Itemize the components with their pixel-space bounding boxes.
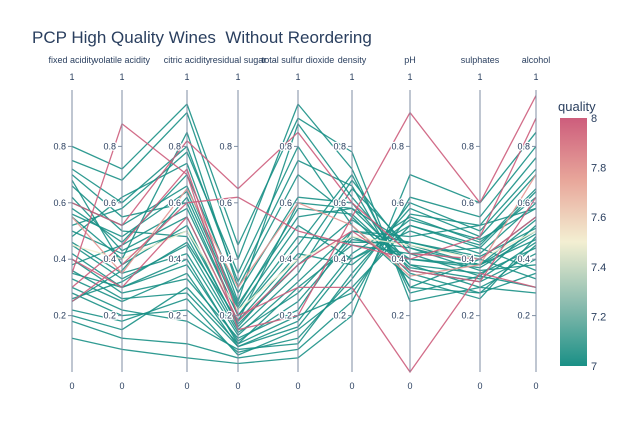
axis-title[interactable]: fixed acidity — [48, 55, 96, 65]
axis-tick-label: 0.4 — [219, 254, 232, 264]
axis-title[interactable]: density — [338, 55, 367, 65]
axis-tick-label: 0.2 — [103, 311, 116, 321]
axis-max-label: 1 — [407, 72, 412, 82]
axis-sulphates: sulphates 1 0 0.2 0.4 0.6 0.8 — [460, 55, 500, 391]
colorbar-title: quality — [558, 99, 596, 114]
axis-volatile-acidity: volatile acidity 1 0 0.2 0.4 0.6 0.8 — [94, 55, 151, 391]
axis-brush-handle[interactable] — [292, 90, 304, 372]
axis-density: density 1 0 0.2 0.4 0.6 0.8 — [332, 55, 367, 391]
axis-tick-label: 0.8 — [168, 141, 181, 151]
axis-title[interactable]: volatile acidity — [94, 55, 151, 65]
axis-title[interactable]: citric acidity — [164, 55, 211, 65]
axis-tick-label: 0.2 — [279, 311, 292, 321]
axis-max-label: 1 — [119, 72, 124, 82]
axis-tick-label: 0.4 — [168, 254, 181, 264]
axis-tick-label: 0.2 — [517, 311, 530, 321]
axis-tick-label: 0.8 — [103, 141, 116, 151]
axis-tick-label: 0.8 — [333, 141, 346, 151]
axis-alcohol: alcohol 1 0 0.2 0.4 0.6 0.8 — [516, 55, 551, 391]
axis-brush-handle[interactable] — [346, 90, 358, 372]
axis-tick-label: 0.6 — [219, 198, 232, 208]
colorbar: quality 7 7.2 7.4 7.6 7.8 8 — [558, 99, 606, 373]
colorbar-tick-label: 7.2 — [591, 311, 606, 323]
axis-title[interactable]: residual sugar — [210, 55, 267, 65]
axis-tick-label: 0.6 — [391, 198, 404, 208]
colorbar-tick-label: 7 — [591, 361, 597, 373]
axis-tick-label: 0.6 — [103, 198, 116, 208]
axis-tick-label: 0.8 — [53, 141, 66, 151]
axis-brush-handle[interactable] — [66, 90, 78, 372]
axis-min-label: 0 — [295, 381, 300, 391]
axis-max-label: 1 — [295, 72, 300, 82]
axis-tick-label: 0.6 — [517, 198, 530, 208]
axis-min-label: 0 — [477, 381, 482, 391]
axis-tick-label: 0.8 — [517, 141, 530, 151]
colorbar-tick-label: 7.8 — [591, 163, 606, 175]
axis-min-label: 0 — [533, 381, 538, 391]
axis-min-label: 0 — [407, 381, 412, 391]
axis-title[interactable]: sulphates — [461, 55, 500, 65]
colorbar-tick-label: 7.4 — [591, 262, 606, 274]
axis-max-label: 1 — [349, 72, 354, 82]
axis-fixed-acidity: fixed acidity 1 0 0.2 0.4 0.6 0.8 — [48, 55, 96, 391]
axis-tick-label: 0.4 — [279, 254, 292, 264]
axis-tick-label: 0.2 — [168, 311, 181, 321]
colorbar-tick-label: 8 — [591, 113, 597, 125]
axis-brush-handle[interactable] — [530, 90, 542, 372]
axis-citric-acidity: citric acidity 1 0 0.2 0.4 0.6 0.8 — [164, 55, 211, 391]
axis-tick-label: 0.6 — [333, 198, 346, 208]
axis-tick-label: 0.4 — [103, 254, 116, 264]
axis-brush-handle[interactable] — [181, 90, 193, 372]
axis-min-label: 0 — [184, 381, 189, 391]
axis-tick-label: 0.2 — [53, 311, 66, 321]
axis-residual-sugar: residual sugar 1 0 0.2 0.4 0.6 0.8 — [210, 55, 267, 391]
axis-brush-handle[interactable] — [232, 90, 244, 372]
axis-tick-label: 0.2 — [391, 311, 404, 321]
axis-tick-label: 0.6 — [461, 198, 474, 208]
axis-max-label: 1 — [184, 72, 189, 82]
axis-min-label: 0 — [349, 381, 354, 391]
axis-min-label: 0 — [235, 381, 240, 391]
axis-min-label: 0 — [119, 381, 124, 391]
axis-max-label: 1 — [235, 72, 240, 82]
axis-brush-handle[interactable] — [404, 90, 416, 372]
axis-brush-handle[interactable] — [474, 90, 486, 372]
axis-brush-handle[interactable] — [116, 90, 128, 372]
axis-max-label: 1 — [69, 72, 74, 82]
axis-tick-label: 0.4 — [391, 254, 404, 264]
axis-tick-label: 0.2 — [219, 311, 232, 321]
axis-total-sulfur-dioxide: total sulfur dioxide 1 0 0.2 0.4 0.6 0.8 — [262, 55, 335, 391]
axis-tick-label: 0.2 — [461, 311, 474, 321]
axis-tick-label: 0.4 — [461, 254, 474, 264]
axis-tick-label: 0.8 — [391, 141, 404, 151]
axis-tick-label: 0.4 — [517, 254, 530, 264]
axis-min-label: 0 — [69, 381, 74, 391]
axis-title[interactable]: total sulfur dioxide — [262, 55, 335, 65]
axis-max-label: 1 — [477, 72, 482, 82]
chart-title: PCP High Quality Wines Without Reorderin… — [32, 28, 372, 47]
axis-tick-label: 0.8 — [219, 141, 232, 151]
axis-title[interactable]: pH — [404, 55, 416, 65]
axis-title[interactable]: alcohol — [522, 55, 551, 65]
axis-pH: pH 1 0 0.2 0.4 0.6 0.8 — [390, 55, 416, 391]
axis-tick-label: 0.6 — [168, 198, 181, 208]
axis-tick-label: 0.6 — [279, 198, 292, 208]
axis-tick-label: 0.6 — [53, 198, 66, 208]
axis-tick-label: 0.2 — [333, 311, 346, 321]
axis-max-label: 1 — [533, 72, 538, 82]
colorbar-gradient — [560, 118, 587, 366]
colorbar-tick-label: 7.6 — [591, 212, 606, 224]
axis-tick-label: 0.4 — [53, 254, 66, 264]
axis-tick-label: 0.8 — [461, 141, 474, 151]
axis-tick-label: 0.8 — [279, 141, 292, 151]
axis-tick-label: 0.4 — [333, 254, 346, 264]
